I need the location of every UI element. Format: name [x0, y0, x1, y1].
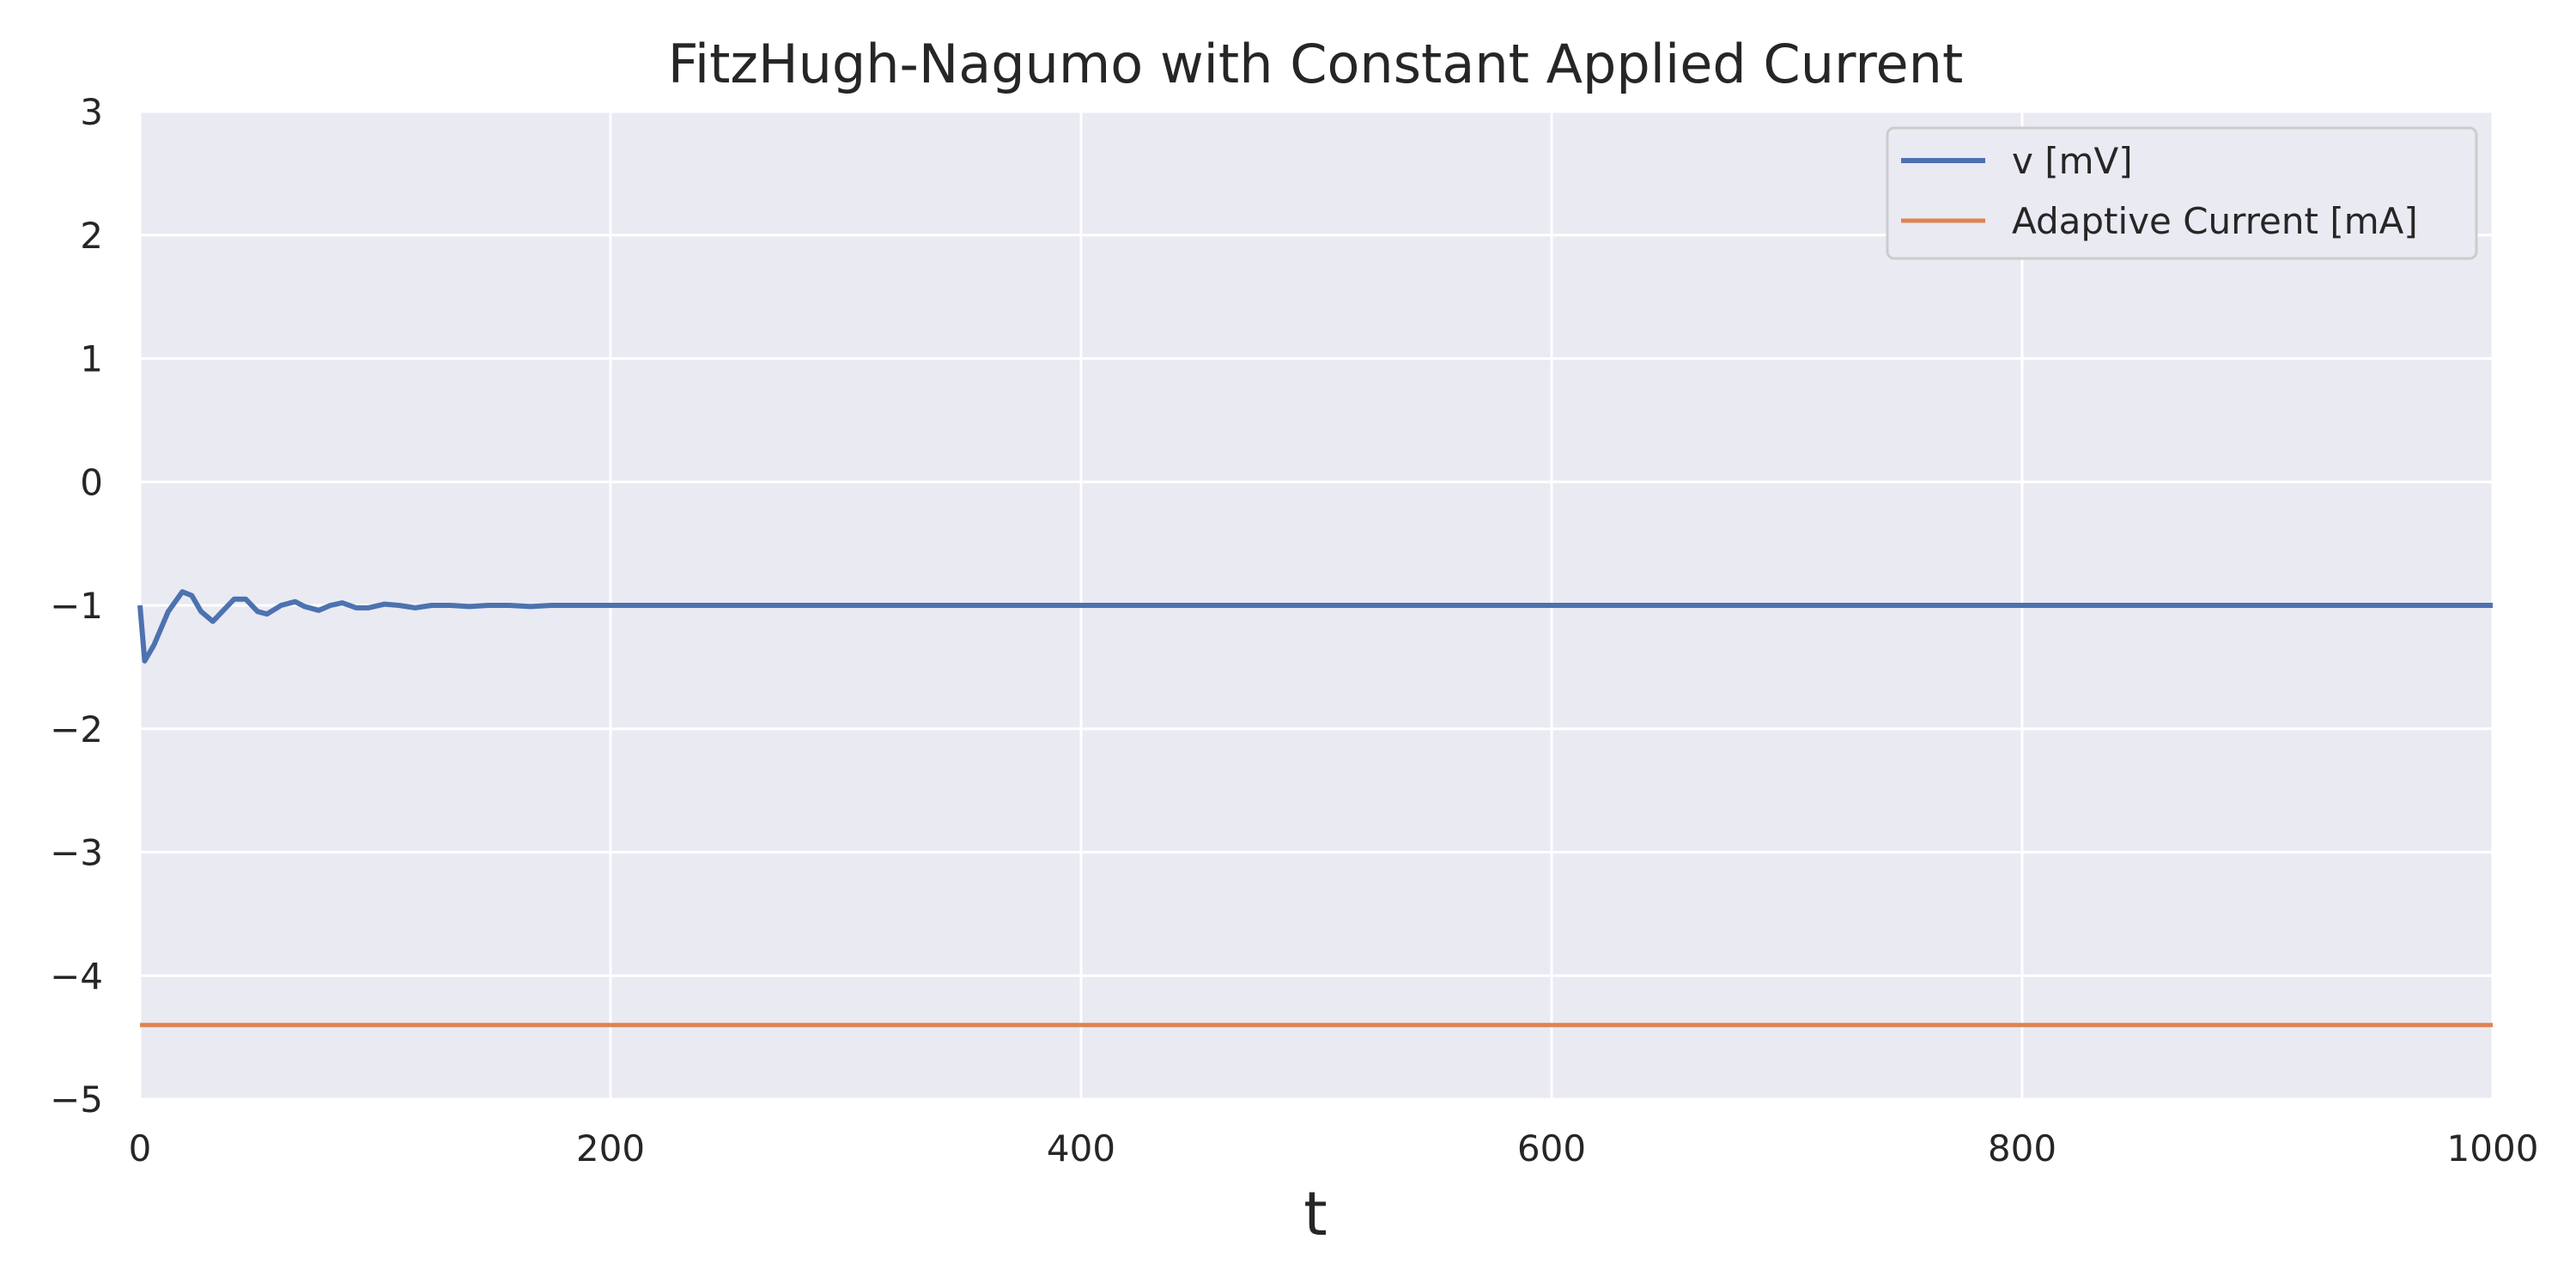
legend-label-0: v [mV] — [2012, 140, 2133, 182]
series-lines — [137, 589, 2493, 1028]
y-tick-label: −5 — [50, 1078, 103, 1121]
legend: v [mV] Adaptive Current [mA] — [1886, 126, 2478, 260]
y-tick-label: −2 — [50, 708, 103, 750]
y-tick-label: 3 — [80, 91, 103, 133]
legend-label-1: Adaptive Current [mA] — [2012, 200, 2418, 242]
x-tick-label: 400 — [1047, 1127, 1115, 1170]
x-tick-label: 1000 — [2447, 1127, 2539, 1170]
x-axis-label: t — [1303, 1179, 1327, 1249]
y-tick-label: −4 — [50, 955, 103, 997]
legend-box — [1886, 126, 2478, 260]
x-tick-label: 600 — [1517, 1127, 1586, 1170]
chart-title: FitzHugh-Nagumo with Constant Applied Cu… — [668, 33, 1964, 95]
y-tick-label: 2 — [80, 215, 103, 257]
y-tick-label: 0 — [80, 461, 103, 503]
y-tick-label: 1 — [80, 338, 103, 380]
y-tick-label: −3 — [50, 832, 103, 874]
series-line-0 — [137, 589, 2493, 664]
x-tick-label: 800 — [1988, 1127, 2057, 1170]
x-tick-label: 200 — [576, 1127, 645, 1170]
x-tick-label: 0 — [129, 1127, 152, 1170]
y-tick-labels: 3 2 1 0 −1 −2 −3 −4 −5 — [50, 91, 103, 1121]
x-tick-labels: 0 200 400 600 800 1000 — [129, 1127, 2539, 1170]
y-tick-label: −1 — [50, 585, 103, 627]
